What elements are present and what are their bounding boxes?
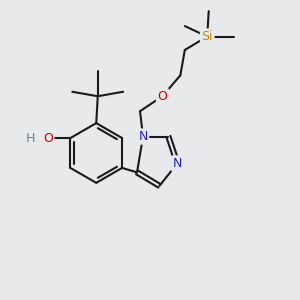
Text: Si: Si [202, 30, 213, 43]
Text: N: N [138, 130, 148, 143]
Text: N: N [173, 157, 182, 170]
Text: H: H [26, 132, 35, 145]
Text: O: O [158, 90, 167, 103]
Text: O: O [43, 132, 53, 145]
